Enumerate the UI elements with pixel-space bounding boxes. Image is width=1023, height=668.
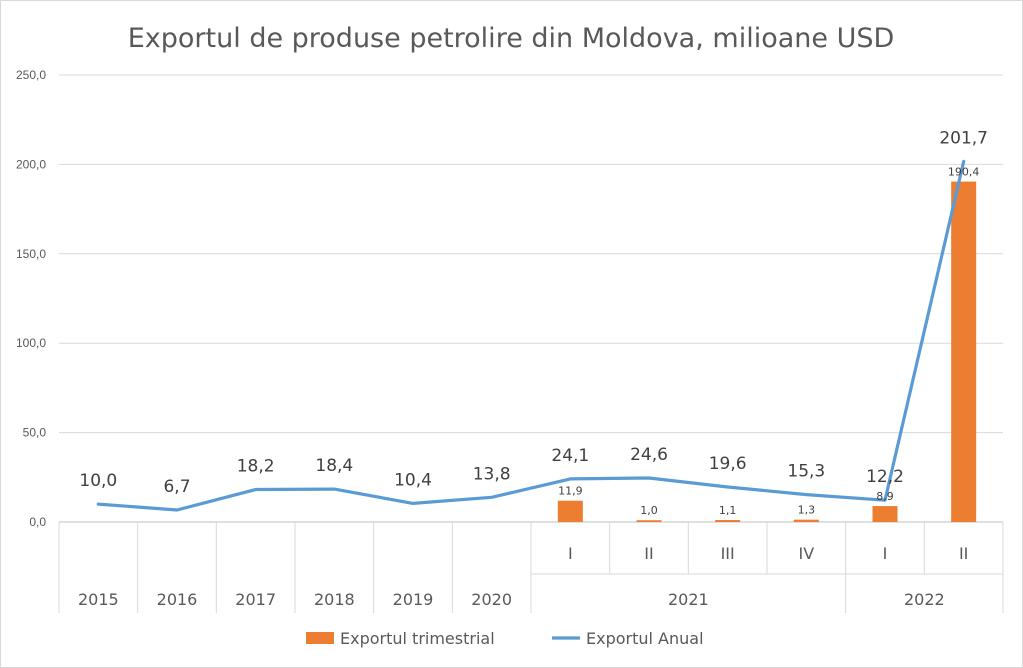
y-tick-label: 200,0 [16, 157, 46, 171]
bar-data-label: 190,4 [948, 166, 980, 179]
line-data-label: 201,7 [939, 128, 988, 148]
category-label: 2018 [314, 590, 355, 609]
line-data-label: 19,6 [709, 454, 747, 474]
y-tick-label: 0,0 [29, 515, 46, 529]
line-data-label: 10,4 [394, 470, 432, 490]
line-path [96, 159, 966, 512]
bar-data-label: 11,9 [558, 485, 583, 498]
bar-data-label: 1,0 [640, 504, 658, 517]
line-data-label: 13,8 [473, 464, 511, 484]
bar [872, 506, 898, 522]
y-tick-label: 50,0 [23, 426, 47, 440]
bar [951, 181, 977, 522]
bar-data-label: 1,3 [798, 504, 816, 517]
line-data-label: 18,4 [315, 456, 353, 476]
category-label: 2020 [471, 590, 512, 609]
chart-title: Exportul de produse petrolire din Moldov… [128, 23, 895, 54]
data-labels: 10,0 6,7 18,2 18,4 10,4 13,8 24,1 24,6 19,6 15,3 1… [79, 128, 988, 517]
category-label: I [883, 544, 888, 563]
category-label: II [644, 544, 653, 563]
line-data-label: 24,6 [630, 445, 668, 465]
line-data-label: 15,3 [787, 462, 825, 482]
bar [715, 520, 741, 522]
category-label: 2016 [157, 590, 198, 609]
legend-label: Exportul trimestrial [340, 629, 495, 648]
bar-data-label: 1,1 [719, 504, 737, 517]
line-series [96, 159, 966, 512]
category-label: 2019 [393, 590, 434, 609]
bar-series [557, 181, 977, 522]
category-label: 2017 [235, 590, 276, 609]
gridlines [59, 74, 1003, 434]
line-data-label: 18,2 [237, 456, 275, 476]
line-data-label: 24,1 [551, 446, 589, 466]
category-label: III [721, 544, 735, 563]
legend-swatch-bar [306, 632, 334, 644]
y-tick-label: 150,0 [16, 247, 46, 261]
y-tick-label: 100,0 [16, 336, 46, 350]
line-data-label: 12,2 [866, 467, 904, 487]
legend: Exportul trimestrial Exportul Anual [306, 629, 704, 648]
category-label: II [959, 544, 968, 563]
category-label: IV [798, 544, 814, 563]
y-tick-label: 250,0 [16, 68, 46, 82]
legend-label: Exportul Anual [586, 629, 704, 648]
y-axis-ticks: 0,0 50,0 100,0 150,0 200,0 250,0 [16, 68, 46, 529]
group-label: 2022 [904, 590, 945, 609]
bar-data-label: 8,9 [876, 490, 894, 503]
bar [557, 500, 583, 522]
line-data-label: 10,0 [79, 471, 117, 491]
category-label: I [568, 544, 573, 563]
line-data-label: 6,7 [163, 477, 190, 497]
bar [793, 519, 819, 522]
category-label: 2015 [78, 590, 119, 609]
group-label: 2021 [668, 590, 709, 609]
bar [636, 520, 662, 522]
